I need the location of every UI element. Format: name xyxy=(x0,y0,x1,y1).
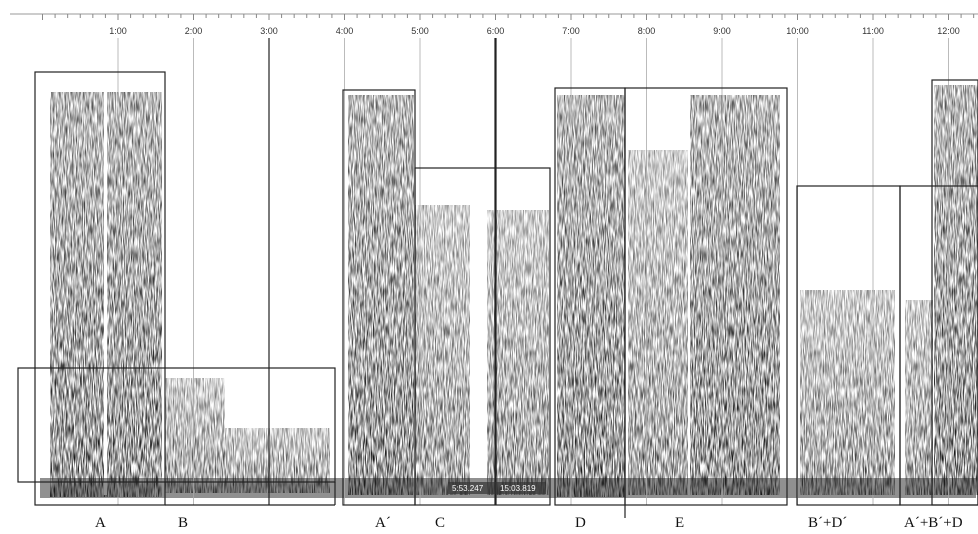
section-label: D xyxy=(575,515,586,531)
section-label: E xyxy=(675,515,684,531)
time-label: 11:00 xyxy=(862,26,884,36)
time-label: 3:00 xyxy=(260,26,278,36)
time-label: 9:00 xyxy=(713,26,731,36)
time-label: 5:00 xyxy=(411,26,429,36)
section-label: B´+D´ xyxy=(808,515,847,531)
section-label: A xyxy=(95,515,106,531)
time-label: 10:00 xyxy=(786,26,809,36)
section-label: A´ xyxy=(375,515,391,531)
section-label: C xyxy=(435,515,445,531)
time-label: 2:00 xyxy=(185,26,203,36)
section-label: B xyxy=(178,515,188,531)
time-label: 8:00 xyxy=(638,26,656,36)
time-label: 12:00 xyxy=(937,26,960,36)
section-label: A´+B´+D xyxy=(904,515,963,531)
readout: 15:03.819 xyxy=(500,484,536,493)
spectrogram-view: 1:00 2:00 3:00 4:00 5:00 6:00 7:00 8:00 9:00 10:0… xyxy=(0,0,978,534)
time-label: 7:00 xyxy=(562,26,580,36)
time-label: 1:00 xyxy=(109,26,127,36)
time-label: 4:00 xyxy=(336,26,354,36)
time-label: 6:00 xyxy=(487,26,505,36)
readout: 5:53.247 xyxy=(452,484,484,493)
